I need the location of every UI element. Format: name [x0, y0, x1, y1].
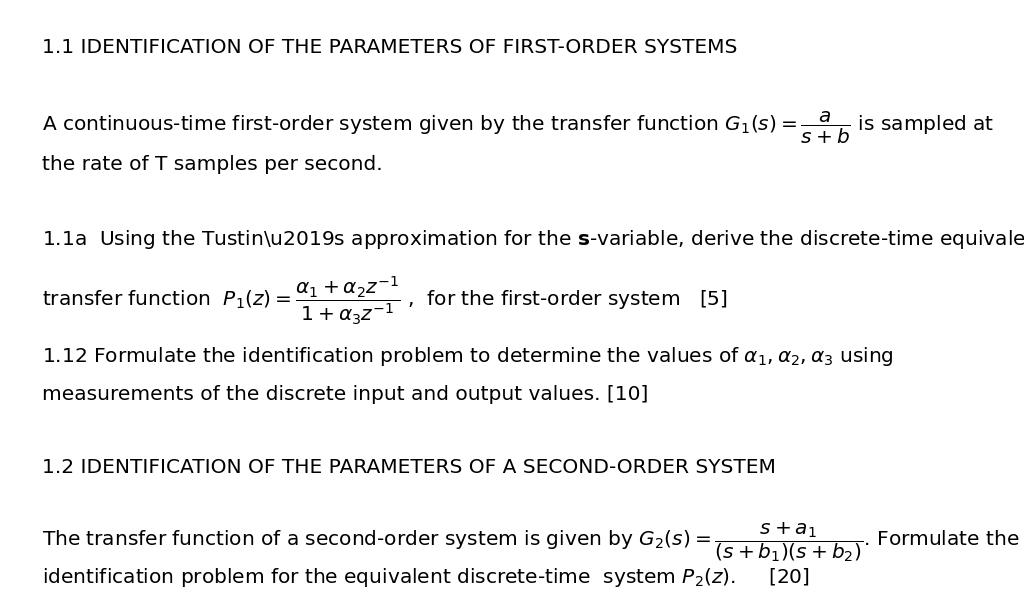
Text: identification problem for the equivalent discrete-time  system $P_2(z)$.     [2: identification problem for the equivalen…: [42, 566, 810, 589]
Text: A continuous-time first-order system given by the transfer function $G_1(s) = \d: A continuous-time first-order system giv…: [42, 110, 994, 146]
Text: 1.2 IDENTIFICATION OF THE PARAMETERS OF A SECOND-ORDER SYSTEM: 1.2 IDENTIFICATION OF THE PARAMETERS OF …: [42, 458, 776, 477]
Text: the rate of T samples per second.: the rate of T samples per second.: [42, 155, 383, 174]
Text: measurements of the discrete input and output values. [10]: measurements of the discrete input and o…: [42, 385, 648, 404]
Text: 1.12 Formulate the identification problem to determine the values of $\alpha_1, : 1.12 Formulate the identification proble…: [42, 345, 894, 368]
Text: transfer function  $P_1(z) = \dfrac{\alpha_1+\alpha_2 z^{-1}}{1+\alpha_3 z^{-1}}: transfer function $P_1(z) = \dfrac{\alph…: [42, 275, 728, 327]
Text: 1.1a  Using the Tustin\u2019s approximation for the $\mathbf{s}$-variable, deriv: 1.1a Using the Tustin\u2019s approximati…: [42, 228, 1024, 251]
Text: 1.1 IDENTIFICATION OF THE PARAMETERS OF FIRST-ORDER SYSTEMS: 1.1 IDENTIFICATION OF THE PARAMETERS OF …: [42, 38, 737, 57]
Text: The transfer function of a second-order system is given by $G_2(s) = \dfrac{s+a_: The transfer function of a second-order …: [42, 520, 1020, 564]
